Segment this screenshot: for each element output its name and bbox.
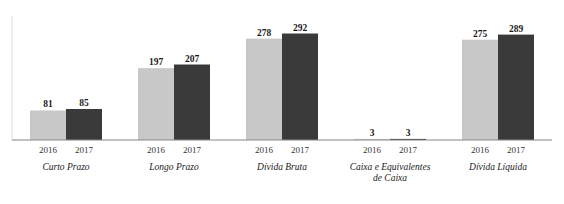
data-label: 197 <box>149 57 164 67</box>
category-label-line: de Caixa <box>373 173 407 183</box>
category-label: Caixa e Equivalentesde Caixa <box>350 162 431 183</box>
series-label: 2017 <box>507 145 526 155</box>
series-label: 2016 <box>39 145 58 155</box>
data-label: 81 <box>43 99 53 109</box>
series-label: 2016 <box>471 145 490 155</box>
bar <box>66 109 102 140</box>
x-axis <box>12 140 552 141</box>
bar <box>462 40 498 140</box>
data-label: 289 <box>509 24 524 34</box>
data-label: 278 <box>257 28 272 38</box>
series-label: 2017 <box>291 145 310 155</box>
bar <box>30 110 66 140</box>
bar <box>138 68 174 140</box>
series-label: 2017 <box>399 145 418 155</box>
chart-svg: 81 2016 85 2017 Curto Prazo 197 2016 207 2017 Lon… <box>0 0 564 204</box>
data-label: 3 <box>406 128 411 138</box>
series-label: 2016 <box>255 145 274 155</box>
series-label: 2017 <box>75 145 94 155</box>
series-label: 2016 <box>363 145 382 155</box>
category-label: Dívida Bruta <box>256 162 307 172</box>
data-label: 292 <box>293 23 308 33</box>
bars <box>30 34 534 140</box>
bar <box>282 34 318 140</box>
category-label-line: Curto Prazo <box>42 162 89 172</box>
series-label: 2016 <box>147 145 166 155</box>
data-label: 207 <box>185 54 200 64</box>
category-label-line: Caixa e Equivalentes <box>350 162 431 172</box>
bar <box>498 35 534 140</box>
data-label: 3 <box>370 128 375 138</box>
bar <box>174 65 210 140</box>
data-label: 85 <box>79 98 89 108</box>
category-label-line: Longo Prazo <box>148 162 199 172</box>
series-label: 2017 <box>183 145 202 155</box>
data-label: 275 <box>473 29 488 39</box>
chart-container: 81 2016 85 2017 Curto Prazo 197 2016 207 2017 Lon… <box>0 0 564 204</box>
labels: 81 2016 85 2017 Curto Prazo 197 2016 207 2017 Lon… <box>39 23 527 183</box>
category-label-line: Dívida Bruta <box>256 162 307 172</box>
category-label: Longo Prazo <box>148 162 199 172</box>
category-label: Curto Prazo <box>42 162 89 172</box>
category-label: Dívida Líquida <box>468 162 527 172</box>
category-label-line: Dívida Líquida <box>468 162 527 172</box>
bar <box>246 39 282 140</box>
y-axis <box>12 16 13 140</box>
